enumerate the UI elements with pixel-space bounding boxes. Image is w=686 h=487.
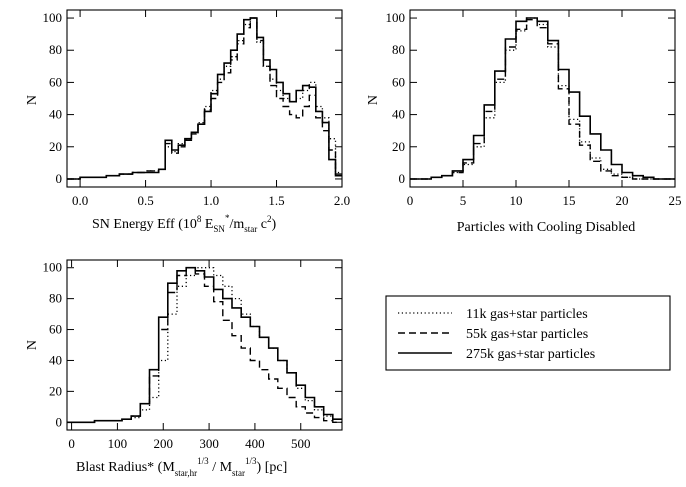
panel2-series: [410, 17, 675, 180]
panel3-ticks: 0 100 200 300 400 500 0 20 40 60 80 100: [43, 260, 342, 451]
p1-ytick-label: 100: [43, 10, 63, 25]
legend-label-11k: 11k gas+star particles: [466, 307, 588, 322]
p2-xtick-label: 10: [510, 193, 523, 208]
p2-xtick-label: 0: [407, 193, 414, 208]
p2-ytick-label: 100: [386, 10, 406, 25]
p3-xtick-label: 400: [245, 436, 265, 451]
p1-series-275k: [67, 17, 342, 180]
legend-label-275k: 275k gas+star particles: [466, 347, 595, 362]
p3-series-55k: [67, 267, 342, 423]
p3-xtick-label: 100: [108, 436, 128, 451]
p3-ytick-label: 80: [49, 291, 62, 306]
p3-ytick-label: 60: [49, 322, 62, 337]
panel3-ylabel: N: [25, 340, 40, 350]
panel2-xlabel: Particles with Cooling Disabled: [457, 220, 635, 235]
p2-ytick-label: 60: [392, 74, 405, 89]
p2-xtick-label: 15: [563, 193, 576, 208]
p3-xtick-label: 0: [68, 436, 75, 451]
p1-ytick-label: 80: [49, 42, 62, 57]
p3-ytick-label: 40: [49, 352, 62, 367]
p2-xtick-label: 20: [616, 193, 629, 208]
p2-ytick-label: 0: [399, 171, 406, 186]
panel3-series: [67, 266, 342, 424]
p1-series-11k: [67, 17, 342, 180]
panel3-xlabel: Blast Radius* (Mstar,hr1/3 / Mstar1/3) […: [76, 456, 287, 478]
p1-ytick-label: 0: [56, 171, 63, 186]
p2-xtick-label: 5: [460, 193, 467, 208]
p2-ytick-label: 80: [392, 42, 405, 57]
panel1-series: [67, 17, 342, 180]
p3-series-11k: [67, 267, 342, 423]
panel-blast-radius: 0 100 200 300 400 500 0 20 40 60 80 100 N Blast Rad…: [25, 259, 343, 478]
p2-ytick-label: 40: [392, 107, 405, 122]
p3-ytick-label: 20: [49, 383, 62, 398]
p1-ytick-label: 20: [49, 139, 62, 154]
p1-ytick-label: 60: [49, 74, 62, 89]
p1-xtick-label: 0.5: [137, 193, 153, 208]
p3-ytick-label: 100: [43, 260, 63, 275]
panel-cooling-disabled: 0 5 10 15 20 25 0 20 40 60 80 100 N Particles with …: [366, 9, 682, 235]
panel2-ticks: 0 5 10 15 20 25 0 20 40 60 80 100: [386, 10, 682, 208]
p1-xtick-label: 1.5: [268, 193, 284, 208]
p1-ytick-label: 40: [49, 107, 62, 122]
p1-xtick-label: 2.0: [334, 193, 350, 208]
p1-xtick-label: 0.0: [72, 193, 88, 208]
p3-series-275k: [67, 266, 342, 424]
panel1-ylabel: N: [25, 95, 40, 105]
p2-series-275k: [410, 17, 675, 180]
p2-series-55k: [410, 19, 675, 180]
panel1-xlabel: SN Energy Eff (108 ESN*/mstar c2): [92, 213, 276, 234]
p3-xtick-label: 200: [154, 436, 174, 451]
panel2-frame: [409, 9, 676, 188]
panel1-ticks: 0.0 0.5 1.0 1.5 2.0 0 20 40 60 80 100: [43, 10, 350, 208]
p3-xtick-label: 300: [199, 436, 219, 451]
p2-series-11k: [410, 17, 675, 180]
panel-sn-energy-eff: 0.0 0.5 1.0 1.5 2.0 0 20 40 60 80 100 N SN Energy …: [25, 9, 350, 234]
panel2-ylabel: N: [366, 95, 381, 105]
p3-xtick-label: 500: [291, 436, 311, 451]
p3-ytick-label: 0: [56, 414, 63, 429]
legend-label-55k: 55k gas+star particles: [466, 327, 588, 342]
panel1-frame: [66, 9, 343, 188]
panel3-frame: [66, 259, 343, 431]
p1-series-55k: [67, 17, 342, 180]
p2-xtick-label: 25: [669, 193, 682, 208]
p2-ytick-label: 20: [392, 139, 405, 154]
p1-xtick-label: 1.0: [203, 193, 219, 208]
legend: 11k gas+star particles 55k gas+star part…: [385, 295, 671, 371]
